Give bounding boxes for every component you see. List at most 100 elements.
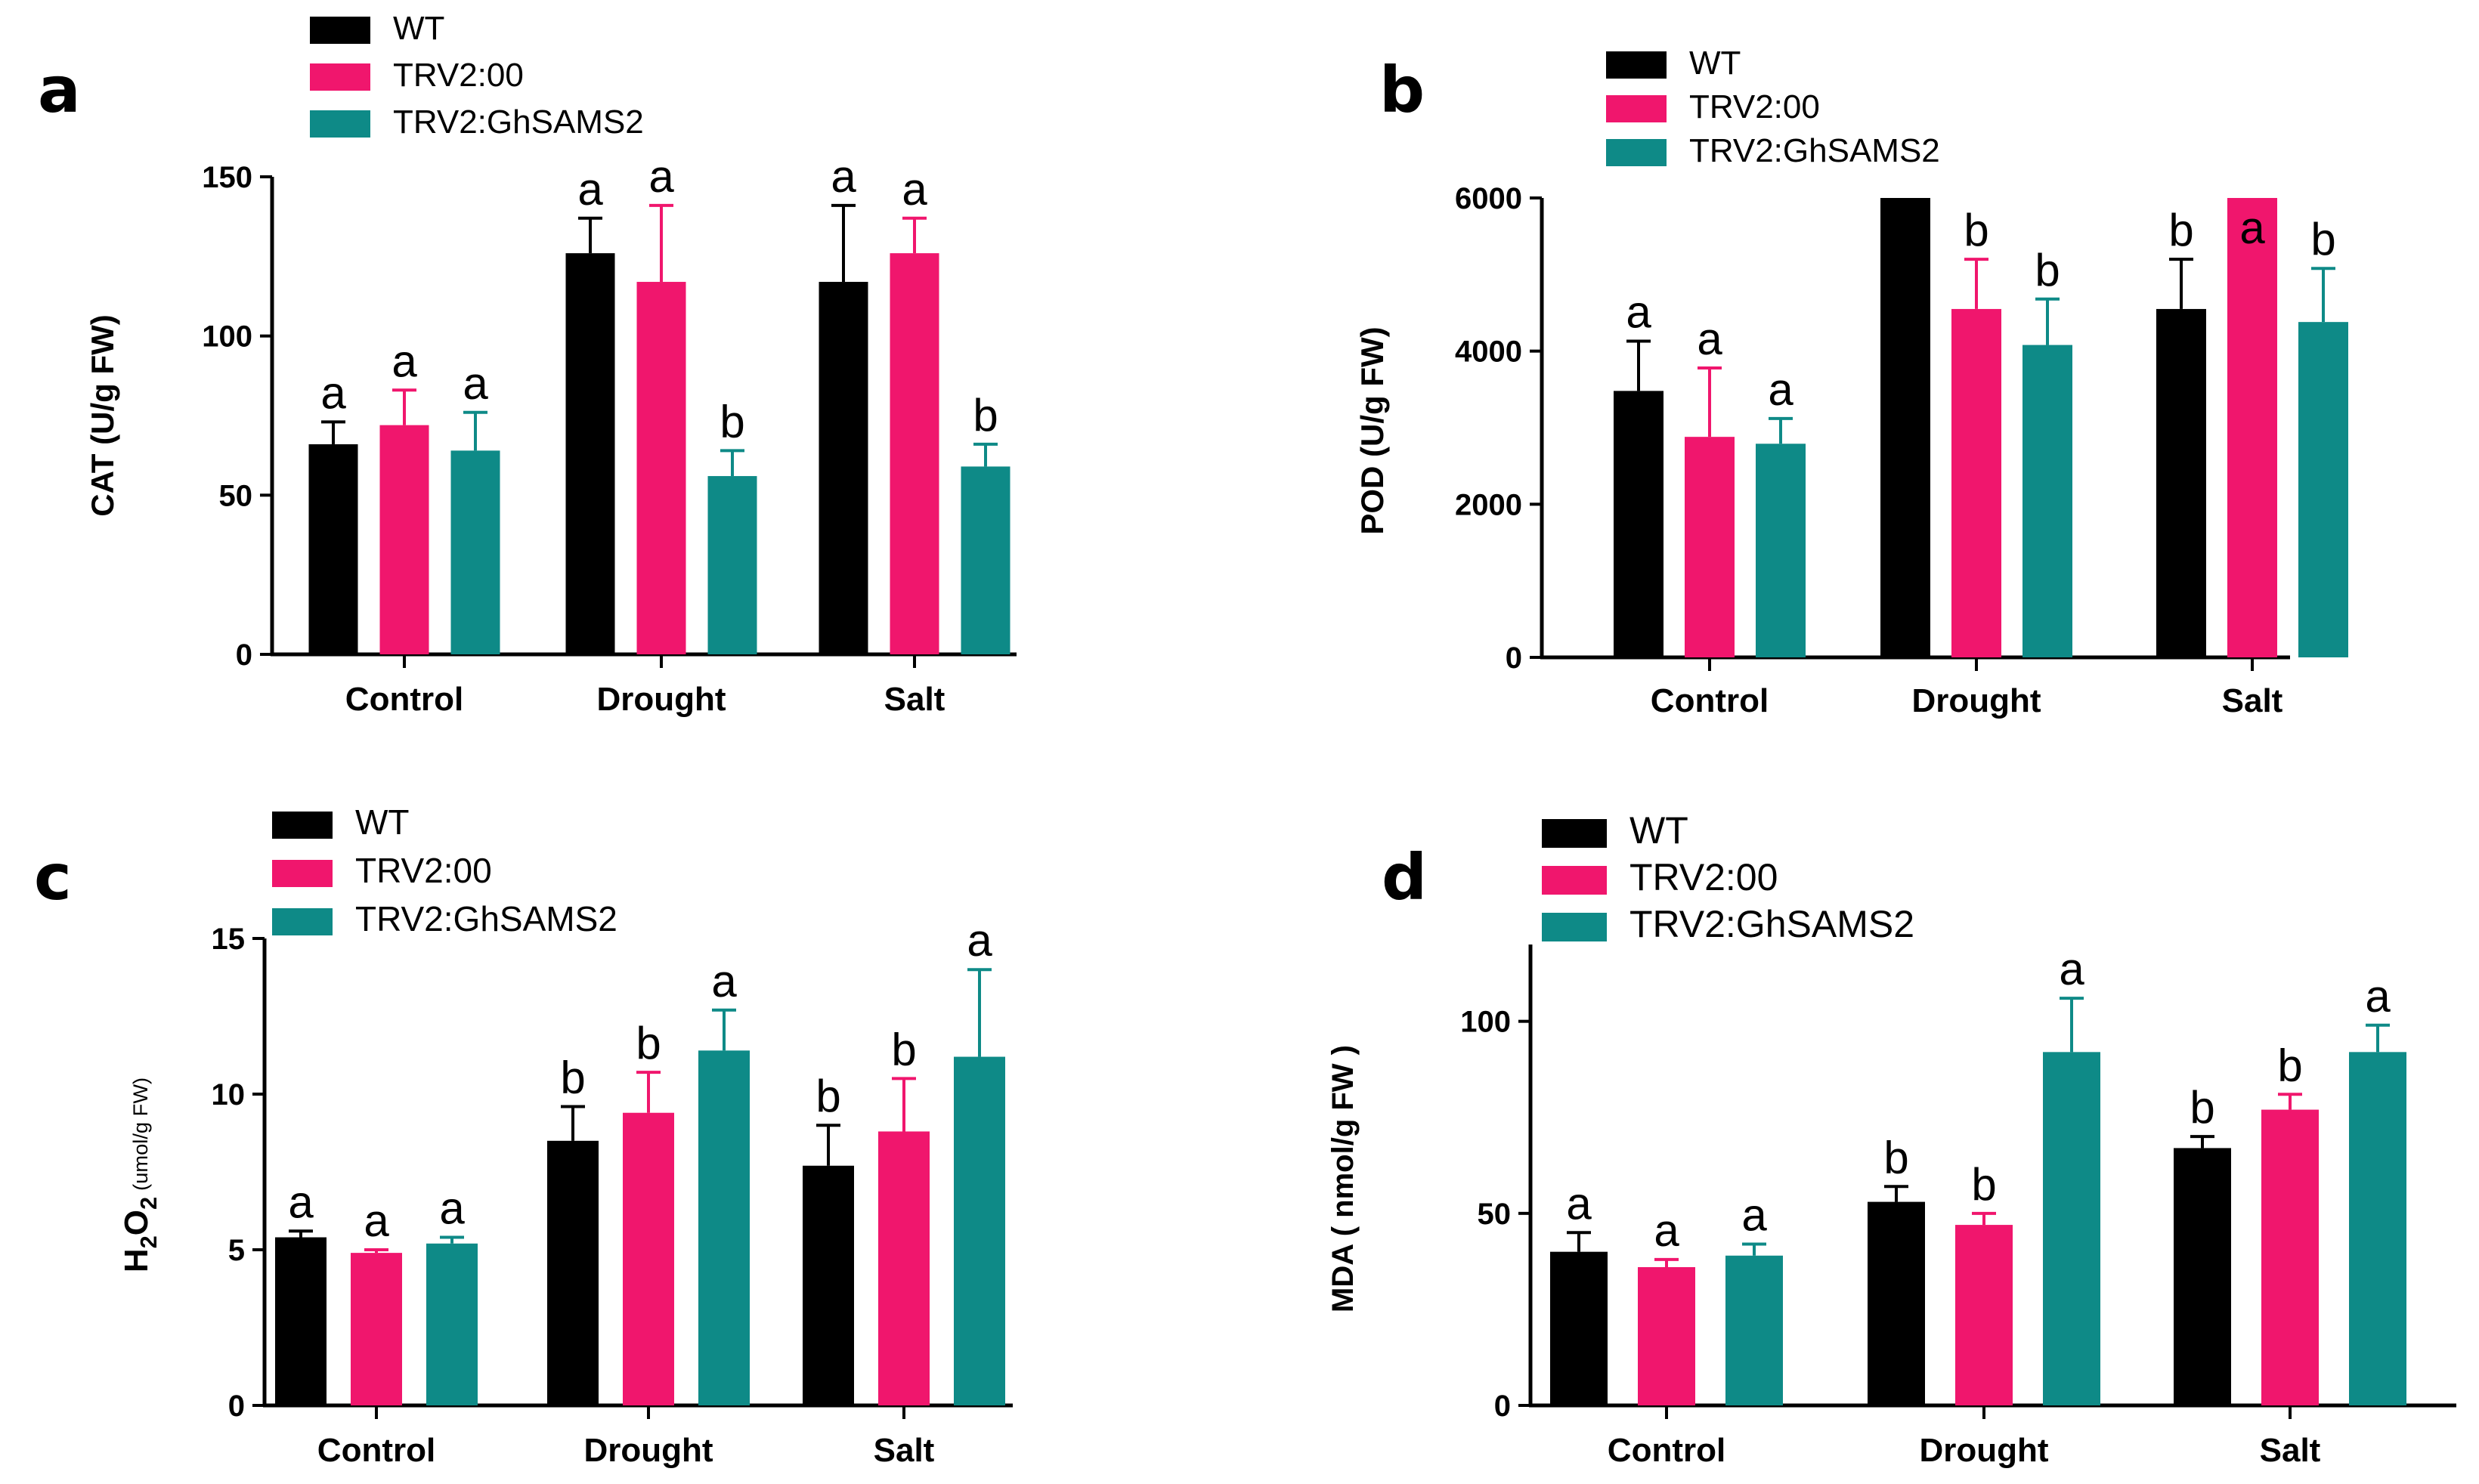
y-axis-label: POD (U/g FW) [1354, 326, 1390, 534]
y-tick-label: 100 [1460, 1006, 1511, 1039]
legend-label: WT [1629, 809, 1688, 852]
y-tick-label: 4000 [1455, 335, 1522, 369]
bar [1756, 444, 1806, 657]
legend-label: WT [355, 802, 410, 842]
y-tick-label: 6000 [1455, 182, 1522, 215]
bar [1868, 1201, 1925, 1405]
significance-label: b [2168, 205, 2193, 255]
bar [1880, 198, 1930, 657]
x-tick-label: Control [317, 1432, 435, 1469]
significance-label: b [2277, 1040, 2302, 1090]
bar [636, 282, 686, 654]
significance-label: a [392, 335, 417, 386]
significance-label: a [902, 164, 927, 215]
legend-swatch [272, 908, 333, 935]
panel-letter: d [1382, 840, 1427, 914]
legend-swatch [1542, 819, 1607, 848]
bar [1725, 1255, 1783, 1405]
y-tick-label: 0 [1506, 642, 1522, 675]
bar [954, 1056, 1005, 1405]
bar [890, 253, 939, 654]
y-axis-label-part: H [118, 1248, 155, 1272]
significance-label: b [2035, 245, 2060, 295]
bar [547, 1140, 599, 1405]
bar [351, 1253, 402, 1405]
x-tick-label: Drought [1911, 682, 2041, 719]
significance-label: a [364, 1195, 389, 1246]
x-tick-label: Drought [583, 1432, 713, 1469]
legend-swatch [310, 17, 370, 44]
panel-letter: a [38, 53, 81, 127]
significance-label: b [1964, 205, 1988, 255]
significance-label: b [973, 390, 998, 441]
legend-swatch [1606, 139, 1667, 166]
legend-label: TRV2:00 [355, 851, 492, 890]
x-tick-label: Control [1651, 682, 1769, 719]
significance-label: b [720, 396, 744, 447]
bar [623, 1112, 674, 1405]
bar [1951, 308, 2001, 657]
legend-label: TRV2:00 [393, 57, 524, 94]
significance-label: a [1626, 286, 1651, 337]
panel-b-pod-chart: b WT TRV2:00 TRV2:GhSAMS2 0 2000 4000 6000 Contr… [1354, 45, 2348, 719]
bar [2023, 345, 2072, 657]
significance-label: a [831, 151, 856, 202]
panel-a-cat-chart: a WT TRV2:00 TRV2:GhSAMS2 0 50 100 150 Control Dr… [38, 10, 1017, 718]
legend-swatch [310, 110, 370, 138]
panel-c-h2o2-chart: c WT TRV2:00 TRV2:GhSAMS2 0 5 10 15 Control Droug… [34, 802, 1013, 1469]
bar [2227, 198, 2277, 657]
significance-label: a [577, 164, 603, 215]
legend-label: TRV2:00 [1629, 856, 1778, 898]
legend-label: WT [1689, 45, 1741, 82]
significance-label: a [1768, 364, 1793, 415]
legend-swatch [1606, 95, 1667, 122]
y-tick-label: 150 [202, 161, 252, 194]
y-tick-label: 0 [1494, 1390, 1511, 1423]
y-tick-label: 10 [212, 1078, 246, 1111]
significance-label: a [320, 367, 346, 418]
significance-label: b [560, 1052, 585, 1102]
bar [961, 466, 1010, 654]
y-axis-label-part: 2 [135, 1197, 162, 1210]
bar [2349, 1052, 2406, 1405]
significance-label: b [1883, 1132, 1908, 1183]
legend-swatch [1606, 51, 1667, 79]
bar [1550, 1251, 1608, 1405]
y-axis-label: MDA ( nmol/g FW ) [1326, 1045, 1360, 1312]
x-tick-label: Salt [2260, 1432, 2321, 1469]
significance-label: a [2239, 203, 2265, 253]
significance-label: a [288, 1176, 314, 1227]
y-axis-label-part: (umol/g FW) [128, 1077, 152, 1191]
significance-label: b [2310, 214, 2335, 264]
legend-label: TRV2:GhSAMS2 [393, 104, 644, 141]
bar [698, 1050, 750, 1405]
significance-label: a [1893, 203, 1918, 253]
x-tick-label: Salt [2222, 682, 2283, 719]
significance-label: a [1697, 314, 1722, 364]
significance-label: b [891, 1024, 916, 1074]
panel-letter: c [34, 840, 72, 914]
bar [2298, 322, 2348, 657]
legend-label: TRV2:GhSAMS2 [1689, 132, 1940, 169]
x-tick-label: Salt [884, 681, 945, 718]
legend-swatch [1542, 866, 1607, 895]
bar [2156, 308, 2206, 657]
bar [275, 1237, 327, 1405]
y-axis-label-part: 2 [135, 1235, 162, 1248]
y-tick-label: 2000 [1455, 488, 1522, 521]
panel-letter: b [1379, 53, 1425, 127]
bar [450, 450, 500, 654]
y-tick-label: 50 [1478, 1198, 1512, 1231]
significance-label: a [1566, 1178, 1592, 1229]
bar [426, 1243, 478, 1405]
legend-label: WT [393, 10, 444, 47]
significance-label: a [1741, 1190, 1767, 1241]
bar [565, 253, 615, 654]
bar [878, 1131, 930, 1405]
legend-label: TRV2:00 [1689, 88, 1820, 125]
significance-label: b [1971, 1159, 1996, 1210]
significance-label: a [1654, 1205, 1679, 1256]
x-tick-label: Control [1608, 1432, 1725, 1469]
